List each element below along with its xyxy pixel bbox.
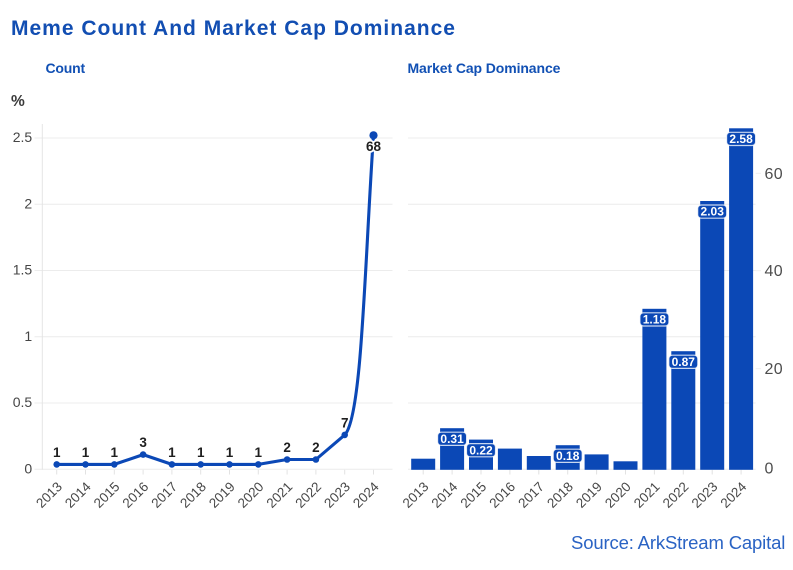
svg-text:0.22: 0.22 bbox=[469, 443, 493, 457]
svg-text:0: 0 bbox=[24, 460, 32, 476]
svg-text:7: 7 bbox=[341, 416, 349, 431]
svg-text:1: 1 bbox=[53, 445, 61, 460]
svg-text:2.58: 2.58 bbox=[729, 132, 753, 146]
svg-text:0.31: 0.31 bbox=[440, 432, 464, 446]
svg-text:40: 40 bbox=[765, 263, 783, 280]
svg-text:60: 60 bbox=[765, 166, 783, 183]
svg-text:Source: ArkStream Capital: Source: ArkStream Capital bbox=[571, 532, 785, 553]
svg-text:1: 1 bbox=[111, 445, 119, 460]
svg-text:2: 2 bbox=[283, 440, 291, 455]
svg-text:Market Cap Dominance: Market Cap Dominance bbox=[408, 60, 561, 76]
svg-text:1.18: 1.18 bbox=[643, 313, 667, 327]
svg-text:%: % bbox=[11, 93, 25, 110]
svg-text:0.87: 0.87 bbox=[672, 355, 696, 369]
svg-text:1: 1 bbox=[24, 328, 32, 344]
svg-text:2.5: 2.5 bbox=[13, 129, 33, 145]
svg-text:1: 1 bbox=[82, 445, 90, 460]
svg-text:0.18: 0.18 bbox=[556, 449, 580, 463]
svg-text:Meme Count And Market Cap Domi: Meme Count And Market Cap Dominance bbox=[11, 17, 456, 40]
svg-text:1: 1 bbox=[226, 445, 234, 460]
svg-text:20: 20 bbox=[765, 361, 783, 378]
svg-text:3: 3 bbox=[139, 435, 147, 450]
svg-text:1.5: 1.5 bbox=[13, 262, 33, 278]
svg-text:2: 2 bbox=[312, 440, 320, 455]
svg-text:1: 1 bbox=[168, 445, 176, 460]
svg-text:68: 68 bbox=[366, 139, 382, 154]
svg-text:2.03: 2.03 bbox=[701, 205, 725, 219]
svg-text:2: 2 bbox=[24, 195, 32, 211]
svg-text:0: 0 bbox=[765, 461, 774, 478]
svg-text:Count: Count bbox=[46, 60, 86, 76]
svg-text:0.5: 0.5 bbox=[13, 394, 33, 410]
svg-text:1: 1 bbox=[197, 445, 205, 460]
svg-text:1: 1 bbox=[255, 445, 263, 460]
